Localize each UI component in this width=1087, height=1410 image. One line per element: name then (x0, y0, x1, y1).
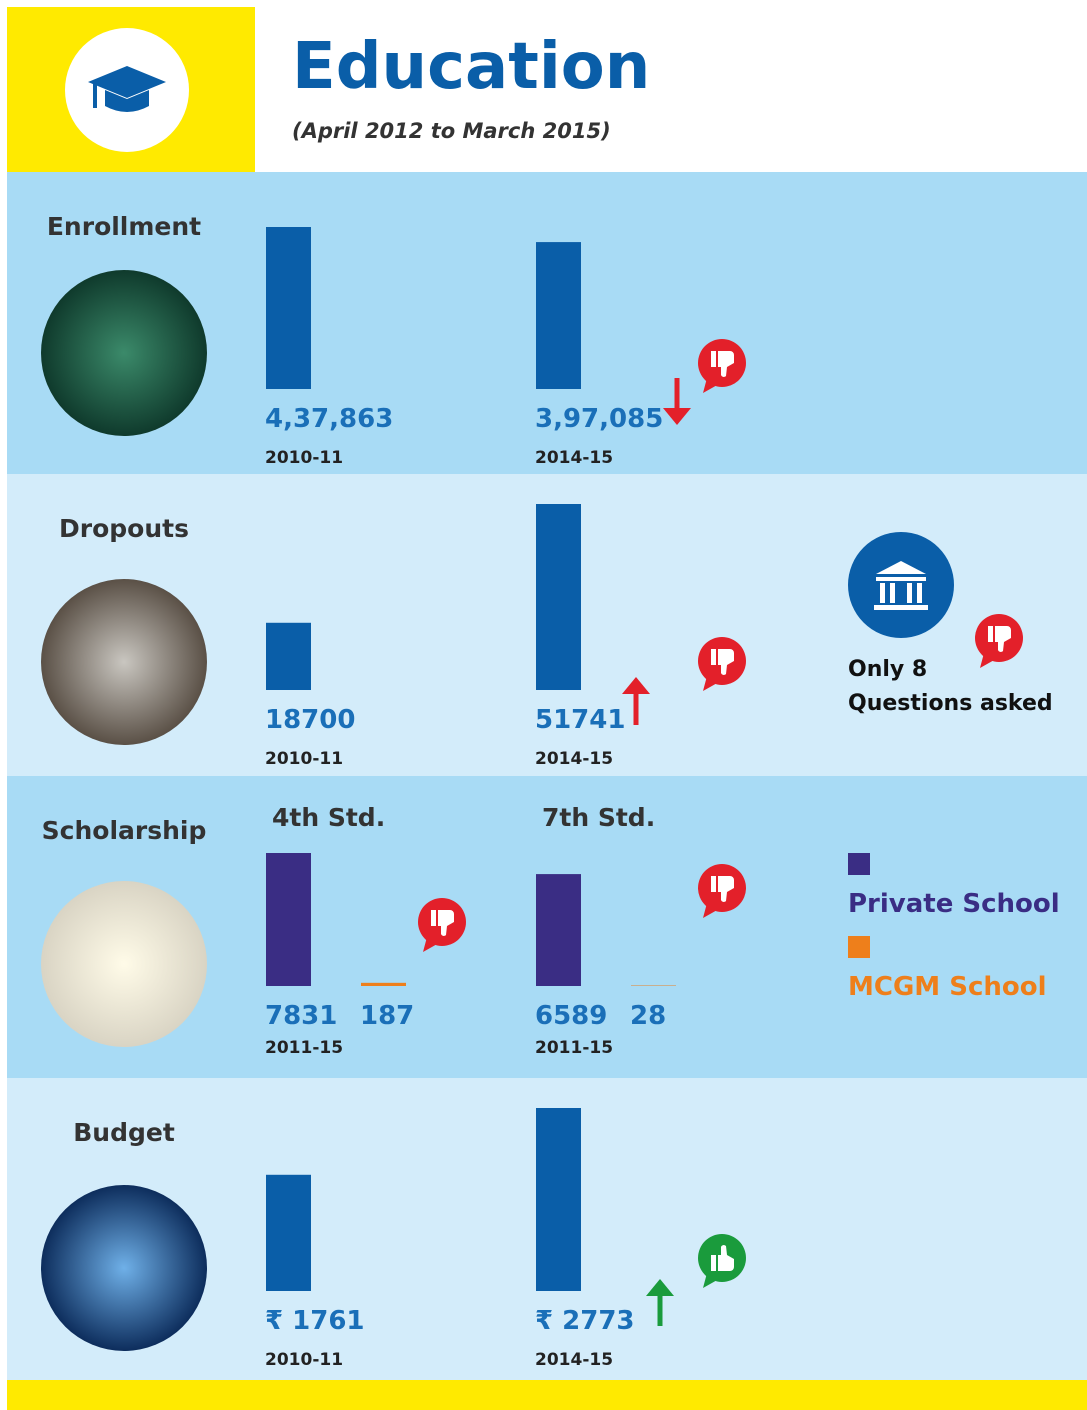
value-label: 4,37,863 (265, 404, 393, 434)
period-label: 2011-15 (535, 1038, 613, 1058)
value-label: 3,97,085 (535, 404, 663, 434)
subtitle: (April 2012 to March 2015) (292, 119, 611, 143)
note: Questions asked (848, 691, 1053, 716)
value-label: ₹ 2773 (535, 1306, 635, 1336)
institution-icon (848, 532, 954, 638)
legend-label: MCGM School (848, 972, 1047, 1002)
page: Education (April 2012 to March 2015) Enr… (0, 0, 1087, 1410)
photo (41, 881, 207, 1047)
bar (266, 623, 311, 690)
value-label: ₹ 1761 (265, 1306, 365, 1336)
bar (536, 504, 581, 690)
value-label: 7831 (265, 1001, 337, 1031)
section-title: Scholarship (42, 816, 207, 845)
period-label: 2011-15 (265, 1038, 343, 1058)
period-label: 2010-11 (265, 749, 343, 769)
period-label: 2010-11 (265, 448, 343, 468)
group-heading: 7th Std. (542, 803, 655, 832)
bar (536, 1108, 581, 1291)
bar (266, 227, 311, 389)
period-label: 2014-15 (535, 448, 613, 468)
legend-swatch (848, 936, 870, 958)
value-label: 51741 (535, 705, 625, 735)
infographic: Education (April 2012 to March 2015) Enr… (0, 0, 1087, 1410)
period-label: 2014-15 (535, 749, 613, 769)
footer-strip (7, 1380, 1087, 1410)
legend-label: Private School (848, 889, 1060, 919)
section-title: Dropouts (59, 514, 189, 543)
group-heading: 4th Std. (272, 803, 385, 832)
bar (536, 874, 581, 986)
period-label: 2014-15 (535, 1350, 613, 1370)
bar (536, 242, 581, 389)
bar (266, 853, 311, 986)
note: Only 8 (848, 657, 927, 682)
section-title: Budget (73, 1118, 175, 1147)
photo (41, 1185, 207, 1351)
bar (361, 983, 406, 986)
legend-swatch (848, 853, 870, 875)
value-label: 187 (360, 1001, 414, 1031)
value-label: 28 (630, 1001, 666, 1031)
bar (266, 1175, 311, 1291)
value-label: 18700 (265, 705, 355, 735)
value-label: 6589 (535, 1001, 607, 1031)
title: Education (292, 30, 650, 104)
photo (41, 270, 207, 436)
section-title: Enrollment (47, 212, 201, 241)
period-label: 2010-11 (265, 1350, 343, 1370)
photo (41, 579, 207, 745)
